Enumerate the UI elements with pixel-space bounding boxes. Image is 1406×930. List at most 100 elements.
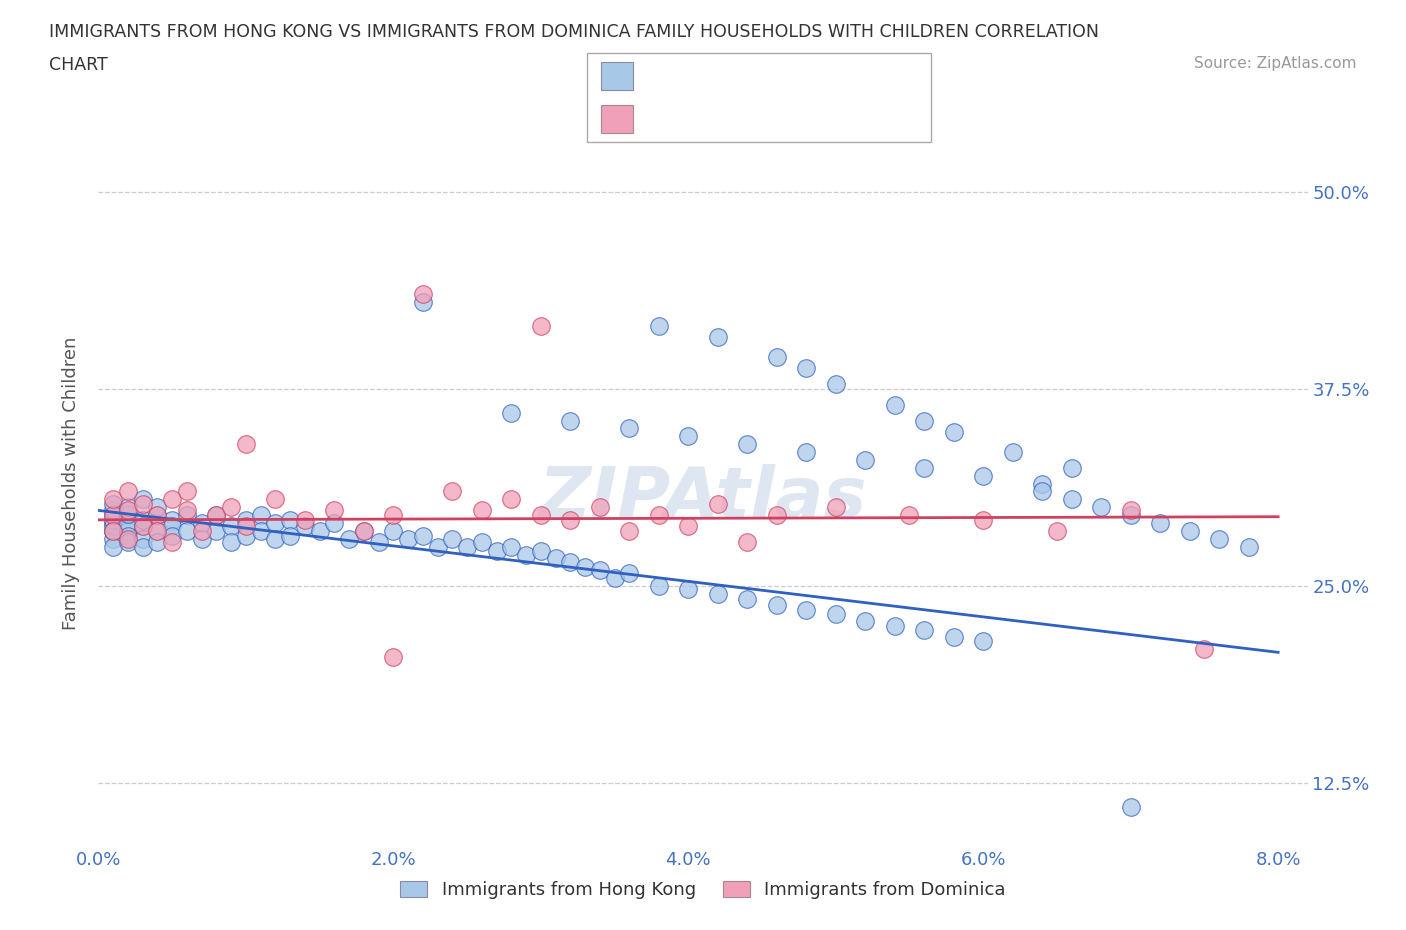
- Point: [205, 508, 228, 523]
- Point: [972, 634, 994, 649]
- Point: [794, 603, 817, 618]
- Point: [264, 515, 287, 530]
- Point: [1208, 531, 1230, 546]
- Point: [471, 535, 494, 550]
- Point: [101, 503, 124, 518]
- Point: [101, 508, 124, 523]
- Point: [412, 295, 434, 310]
- Point: [560, 413, 582, 428]
- Point: [146, 499, 169, 514]
- Point: [501, 539, 523, 554]
- Point: [735, 437, 758, 452]
- Point: [678, 519, 700, 534]
- Point: [972, 469, 994, 484]
- Point: [219, 499, 242, 514]
- Text: N =: N =: [801, 110, 841, 128]
- Point: [1149, 515, 1171, 530]
- Point: [205, 508, 228, 523]
- Point: [1001, 445, 1024, 459]
- Point: [101, 519, 124, 534]
- Point: [101, 524, 124, 538]
- Y-axis label: Family Households with Children: Family Households with Children: [62, 337, 80, 631]
- Point: [560, 555, 582, 570]
- Point: [560, 512, 582, 527]
- Point: [294, 512, 316, 527]
- Point: [1119, 503, 1142, 518]
- Point: [501, 405, 523, 420]
- Point: [219, 519, 242, 534]
- Point: [678, 582, 700, 597]
- Point: [176, 524, 198, 538]
- Legend: Immigrants from Hong Kong, Immigrants from Dominica: Immigrants from Hong Kong, Immigrants fr…: [392, 873, 1014, 906]
- Point: [1046, 524, 1069, 538]
- Text: Source: ZipAtlas.com: Source: ZipAtlas.com: [1194, 56, 1357, 71]
- Point: [648, 508, 671, 523]
- Point: [117, 524, 139, 538]
- Point: [1031, 476, 1053, 491]
- Point: [278, 528, 301, 543]
- Point: [589, 563, 612, 578]
- Point: [235, 519, 257, 534]
- FancyBboxPatch shape: [588, 53, 932, 142]
- Point: [515, 547, 537, 562]
- Point: [146, 508, 169, 523]
- Text: IMMIGRANTS FROM HONG KONG VS IMMIGRANTS FROM DOMINICA FAMILY HOUSEHOLDS WITH CHI: IMMIGRANTS FROM HONG KONG VS IMMIGRANTS …: [49, 23, 1099, 41]
- Point: [101, 508, 124, 523]
- Point: [131, 492, 153, 507]
- Point: [101, 539, 124, 554]
- Point: [912, 623, 935, 638]
- Point: [426, 539, 449, 554]
- Text: ZIPAtlas: ZIPAtlas: [538, 464, 868, 533]
- Point: [117, 506, 139, 521]
- Point: [619, 421, 641, 436]
- Point: [530, 544, 553, 559]
- Point: [485, 544, 508, 559]
- Point: [942, 424, 965, 439]
- Point: [131, 519, 153, 534]
- Point: [1031, 484, 1053, 498]
- Point: [412, 528, 434, 543]
- Point: [160, 492, 183, 507]
- Point: [146, 535, 169, 550]
- Point: [1060, 460, 1083, 475]
- Point: [117, 515, 139, 530]
- Point: [101, 497, 124, 512]
- Point: [264, 531, 287, 546]
- Point: [765, 350, 787, 365]
- Point: [824, 607, 846, 622]
- Text: R =: R =: [644, 110, 682, 128]
- Point: [619, 524, 641, 538]
- Point: [441, 531, 464, 546]
- Point: [678, 429, 700, 444]
- Point: [706, 329, 728, 344]
- Point: [101, 524, 124, 538]
- Point: [117, 503, 139, 518]
- Point: [706, 587, 728, 602]
- Point: [117, 528, 139, 543]
- Point: [117, 531, 139, 546]
- Text: -0.001: -0.001: [696, 110, 761, 128]
- Text: 110: 110: [855, 67, 891, 86]
- FancyBboxPatch shape: [602, 62, 633, 90]
- Point: [883, 618, 905, 633]
- Point: [131, 512, 153, 527]
- Point: [794, 361, 817, 376]
- Point: [323, 503, 346, 518]
- Point: [574, 560, 596, 575]
- Point: [530, 318, 553, 333]
- Point: [456, 539, 478, 554]
- Text: -0.319: -0.319: [696, 67, 761, 86]
- Text: 45: 45: [855, 110, 879, 128]
- Point: [1237, 539, 1260, 554]
- Point: [264, 492, 287, 507]
- Point: [589, 499, 612, 514]
- Point: [131, 531, 153, 546]
- Point: [883, 397, 905, 412]
- Text: CHART: CHART: [49, 56, 108, 73]
- Point: [501, 492, 523, 507]
- Point: [735, 591, 758, 606]
- Text: N =: N =: [801, 67, 841, 86]
- Point: [160, 528, 183, 543]
- FancyBboxPatch shape: [602, 105, 633, 133]
- Point: [382, 508, 405, 523]
